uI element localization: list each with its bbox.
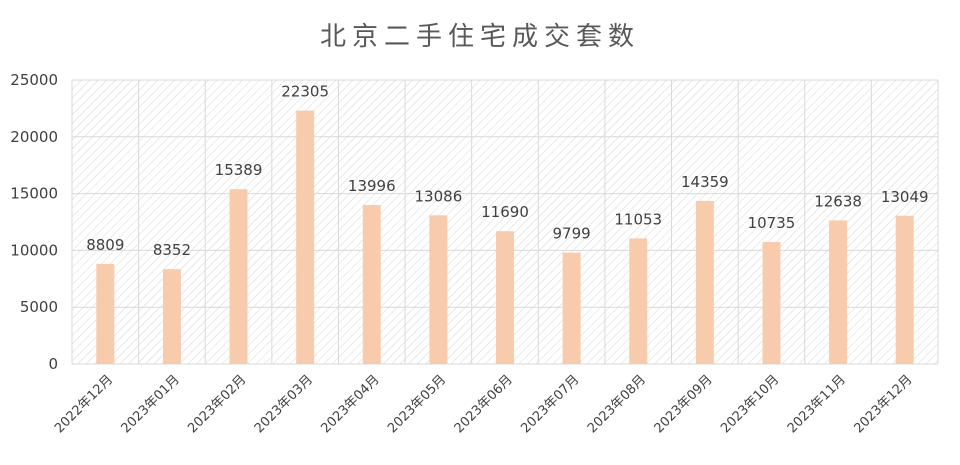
grid-lines <box>71 79 939 365</box>
data-label: 13996 <box>348 177 396 195</box>
x-tick-label: 2023年10月 <box>718 372 782 436</box>
x-tick-label: 2023年01月 <box>119 372 183 436</box>
y-axis: 0 5000 10000 15000 20000 25000 <box>10 71 58 373</box>
x-tick-label: 2023年05月 <box>385 372 449 436</box>
y-tick-label: 25000 <box>10 71 58 89</box>
y-tick-label: 0 <box>48 355 58 373</box>
data-label: 11690 <box>481 203 529 221</box>
x-tick-label: 2023年07月 <box>518 372 582 436</box>
data-label: 22305 <box>281 83 329 101</box>
bar <box>895 215 914 364</box>
bars <box>96 110 914 364</box>
bar <box>229 189 248 364</box>
data-label: 10735 <box>748 214 796 232</box>
y-tick-label: 15000 <box>10 185 58 203</box>
bar <box>362 205 381 364</box>
x-tick-label: 2022年12月 <box>52 372 116 436</box>
x-tick-label: 2023年09月 <box>652 372 716 436</box>
data-label: 11053 <box>614 210 662 228</box>
x-tick-label: 2023年03月 <box>252 372 316 436</box>
bar <box>829 220 848 364</box>
data-label: 8809 <box>86 236 124 254</box>
data-label: 13086 <box>415 187 463 205</box>
x-tick-label: 2023年08月 <box>585 372 649 436</box>
bar <box>162 269 181 364</box>
x-tick-label: 2023年04月 <box>319 372 383 436</box>
bar <box>562 252 581 364</box>
data-labels: 8809 8352 15389 22305 13996 13086 11690 9799 110… <box>86 83 928 260</box>
x-axis: 2022年12月 2023年01月 2023年02月 2023年03月 2023年04月… <box>52 372 915 436</box>
x-tick-label: 2023年06月 <box>452 372 516 436</box>
data-label: 15389 <box>215 161 263 179</box>
y-tick-label: 20000 <box>10 128 58 146</box>
y-tick-label: 10000 <box>10 241 58 259</box>
bar <box>629 238 648 364</box>
data-label: 14359 <box>681 173 729 191</box>
bar <box>496 231 514 364</box>
data-label: 8352 <box>153 241 191 259</box>
x-tick-label: 2023年12月 <box>851 372 915 436</box>
bar <box>429 215 448 364</box>
bar <box>762 242 781 364</box>
chart-title: 北京二手住宅成交套数 <box>319 22 640 52</box>
bar <box>96 263 115 364</box>
bar <box>296 110 315 364</box>
x-tick-label: 2023年11月 <box>785 372 849 436</box>
data-label: 12638 <box>814 192 862 210</box>
bar <box>695 200 714 364</box>
data-label: 9799 <box>553 225 591 243</box>
x-tick-label: 2023年02月 <box>185 372 249 436</box>
data-label: 13049 <box>881 188 929 206</box>
y-tick-label: 5000 <box>20 298 58 316</box>
